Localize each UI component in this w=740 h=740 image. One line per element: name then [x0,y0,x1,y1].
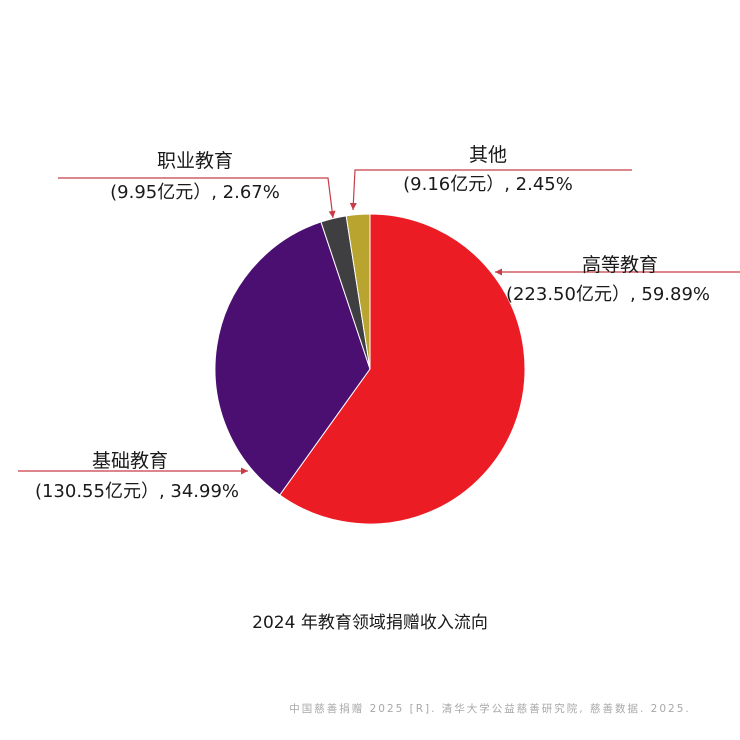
pie-slice-0 [279,213,526,525]
leader-line-3 [352,169,632,211]
slice-label-name-1: 基础教育 [92,450,168,472]
slice-label-value-0: (223.50亿元）, 59.89% [506,284,710,305]
slice-label-name-2: 职业教育 [157,150,233,172]
chart-title: 2024 年教育领域捐赠收入流向 [252,613,488,633]
pie-slice-3 [345,213,371,370]
leader-lines [18,169,740,475]
slice-label-value-1: (130.55亿元）, 34.99% [35,481,239,502]
leader-arrow-0 [495,268,502,276]
slice-label-value-3: (9.16亿元）, 2.45% [403,174,573,195]
leader-arrow-3 [349,202,357,210]
pie-slices [214,213,526,525]
source-note: 中国慈善捐赠 2025 [R]. 清华大学公益慈善研究院, 慈善数据. 2025… [289,702,690,715]
pie-slice-1 [214,221,371,496]
leader-arrow-1 [241,467,248,475]
slice-labels: 高等教育 (223.50亿元）, 59.89% 基础教育 (130.55亿元）, 34… [35,144,710,502]
slice-label-value-2: (9.95亿元）, 2.67% [110,182,280,203]
slice-label-name-3: 其他 [469,144,507,166]
slice-label-name-0: 高等教育 [582,254,658,276]
leader-arrow-2 [328,210,336,218]
leader-line-2 [58,177,334,219]
